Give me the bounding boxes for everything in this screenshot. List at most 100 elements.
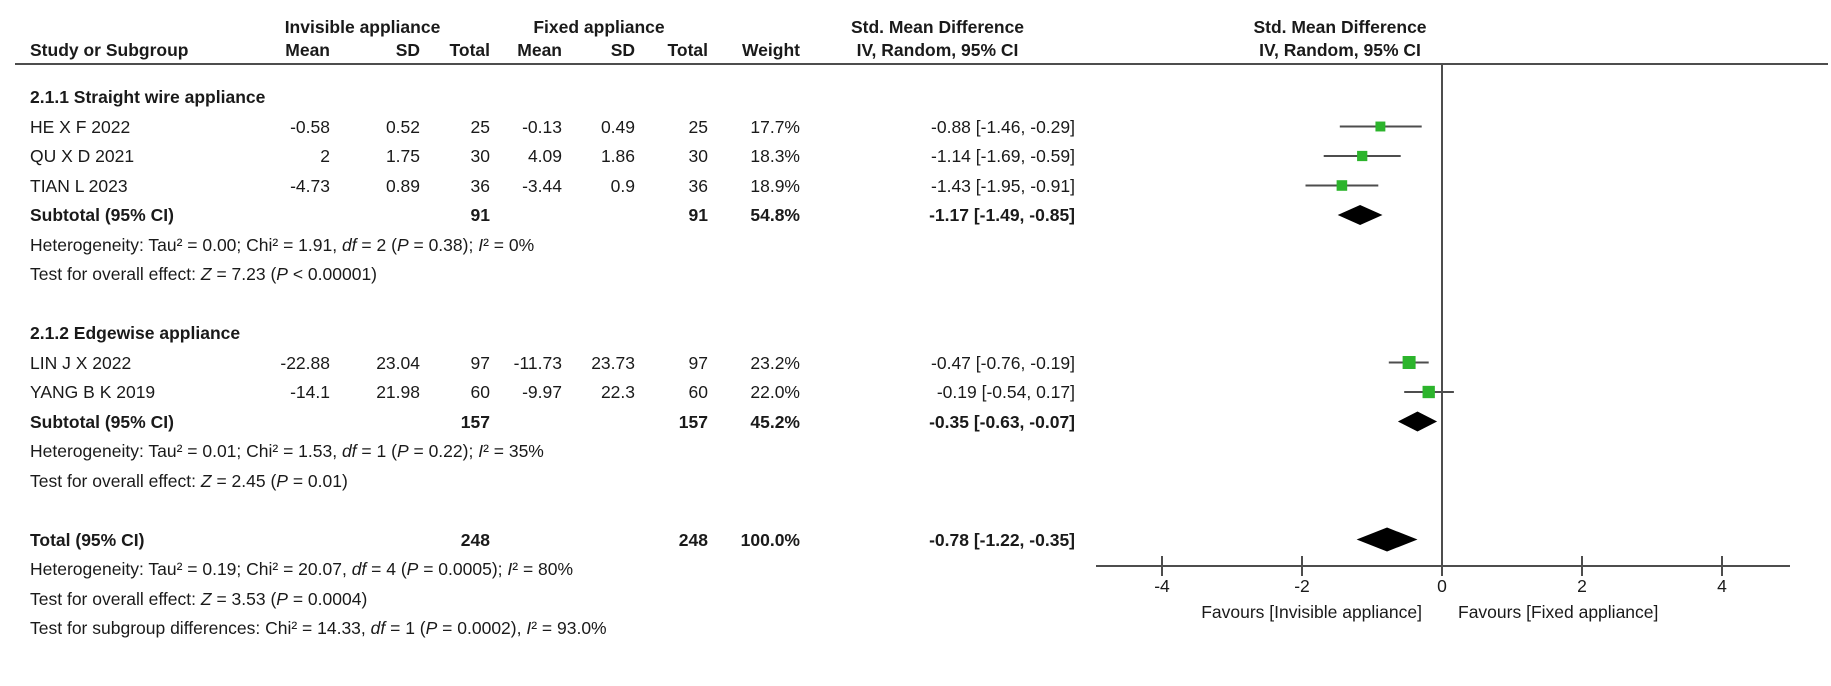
sd1-cell [330,527,420,553]
subtotal-row: Subtotal (95% CI) 157 157 45.2% -0.35 [-0.63… [30,409,1075,435]
total1-cell: 157 [460,411,490,432]
weight-cell: 100.0% [740,529,800,550]
study-name-cell: HE X F 2022 [30,116,131,137]
col-header-method-left: IV, Random, 95% CI [856,40,1019,60]
total2-cell: 157 [678,411,708,432]
total1-cell: 91 [470,205,490,225]
total2-cell: 25 [688,116,708,137]
weight-cell: 45.2% [750,411,800,432]
col-header-mean-fixed: Mean [517,40,562,60]
subgroup-title: 2.1.1 Straight wire appliance [30,87,266,107]
stats-note: Test for overall effect: Z = 3.53 (P = 0… [30,588,368,609]
weight-cell: 18.9% [750,175,800,196]
study-name-cell: LIN J X 2022 [30,352,132,373]
mean2-cell [490,409,562,435]
mean1-cell: -4.73 [290,175,330,196]
ci-text-cell: -0.88 [-1.46, -0.29] [931,116,1075,137]
col-header-sd-invisible: SD [395,40,420,60]
group-header-invisible-appliance: Invisible appliance [284,17,441,37]
total1-cell: 36 [470,175,490,196]
ci-text-cell: -0.19 [-0.54, 0.17] [936,382,1075,402]
sd2-cell: 22.3 [600,382,635,402]
stats-note: Heterogeneity: Tau² = 0.00; Chi² = 1.91,… [30,234,535,255]
mean1-cell: 2 [320,146,330,166]
study-row: TIAN L 2023 -4.73 0.89 36 -3.44 0.9 36 18.9% -1.… [30,173,1075,199]
ci-text-cell: -0.78 [-1.22, -0.35] [929,529,1075,550]
sd2-cell: 0.49 [600,116,635,137]
stats-note: Test for overall effect: Z = 7.23 (P < 0… [30,264,377,284]
mean2-cell: -0.13 [522,116,562,137]
mean2-cell [490,527,562,553]
weight-cell: 18.3% [750,146,800,166]
ci-text-cell: -1.14 [-1.69, -0.59] [931,146,1075,166]
weight-cell: 23.2% [750,352,800,373]
total1-cell: 97 [470,352,490,373]
stats-note: Test for overall effect: Z = 2.45 (P = 0… [30,470,348,491]
study-row: HE X F 2022 -0.58 0.52 25 -0.13 0.49 25 17.7% -0… [30,114,1075,140]
study-row: YANG B K 2019 -14.1 21.98 60 -9.97 22.3 60 22.0… [30,379,1075,405]
column-header-row: Study or Subgroup Mean SD Total Mean SD … [30,37,1075,63]
subtotal-row: Subtotal (95% CI) 91 91 54.8% -1.17 [-1.49, … [30,202,1075,228]
ci-text-cell: -1.17 [-1.49, -0.85] [929,205,1075,225]
stats-note: Test for subgroup differences: Chi² = 14… [30,618,607,638]
ci-text-cell: -0.47 [-0.76, -0.19] [931,352,1075,373]
mean2-cell [490,202,562,228]
total2-cell: 36 [688,175,708,196]
col-header-total-fixed: Total [667,40,708,60]
sd1-cell [330,409,420,435]
col-header-total-invisible: Total [449,40,490,60]
group-header-fixed-appliance: Fixed appliance [533,17,665,37]
col-header-method-right: IV, Random, 95% CI [1259,40,1421,60]
subgroup-title: 2.1.2 Edgewise appliance [30,323,241,343]
stats-note: Heterogeneity: Tau² = 0.19; Chi² = 20.07… [30,559,574,579]
mean2-cell: -3.44 [522,175,562,196]
mean1-cell: -14.1 [290,382,330,402]
study-name-cell: YANG B K 2019 [30,382,156,402]
col-header-mean-invisible: Mean [285,40,330,60]
study-name-cell: TIAN L 2023 [30,175,128,196]
study-name-cell: Subtotal (95% CI) [30,205,174,225]
total2-cell: 97 [688,352,708,373]
mean1-cell [235,409,330,435]
weight-cell: 22.0% [750,382,800,402]
mean1-cell [235,202,330,228]
study-name-cell: QU X D 2021 [30,146,135,166]
sd2-cell [562,202,635,228]
total1-cell: 248 [460,529,490,550]
total1-cell: 30 [470,146,490,166]
sd1-cell: 23.04 [376,352,420,373]
col-header-sd-fixed: SD [610,40,635,60]
sd2-cell: 23.73 [591,352,635,373]
sd1-cell: 0.52 [385,116,420,137]
study-name-cell: Total (95% CI) [30,529,145,550]
col-header-study: Study or Subgroup [30,40,189,60]
mean1-cell: -22.88 [280,352,330,373]
mean2-cell: -9.97 [522,382,562,402]
weight-cell: 17.7% [750,116,800,137]
study-row: QU X D 2021 2 1.75 30 4.09 1.86 30 18.3% -1.14 [… [30,143,1075,169]
sd1-cell: 21.98 [376,382,420,402]
total1-cell: 25 [470,116,490,137]
total-row: Total (95% CI) 248 248 100.0% -0.78 [-1.22, … [30,527,1075,553]
total1-cell: 60 [470,382,490,402]
sd1-cell [330,202,420,228]
smd-header-right: Std. Mean Difference [1253,17,1427,37]
mean1-cell [235,527,330,553]
total2-cell: 248 [678,529,708,550]
stats-note: Heterogeneity: Tau² = 0.01; Chi² = 1.53,… [30,441,544,461]
col-header-weight: Weight [741,40,800,60]
weight-cell: 54.8% [750,205,800,225]
sd1-cell: 0.89 [385,175,420,196]
mean2-cell: 4.09 [527,146,562,166]
sd2-cell [562,409,635,435]
mean1-cell: -0.58 [290,116,330,137]
ci-text-cell: -0.35 [-0.63, -0.07] [929,411,1075,432]
total2-cell: 91 [688,205,708,225]
smd-header-left: Std. Mean Difference [850,17,1025,37]
sd2-cell [562,527,635,553]
mean2-cell: -11.73 [513,352,562,373]
sd2-cell: 1.86 [600,146,635,166]
study-row: LIN J X 2022 -22.88 23.04 97 -11.73 23.73 97 23… [30,350,1075,376]
